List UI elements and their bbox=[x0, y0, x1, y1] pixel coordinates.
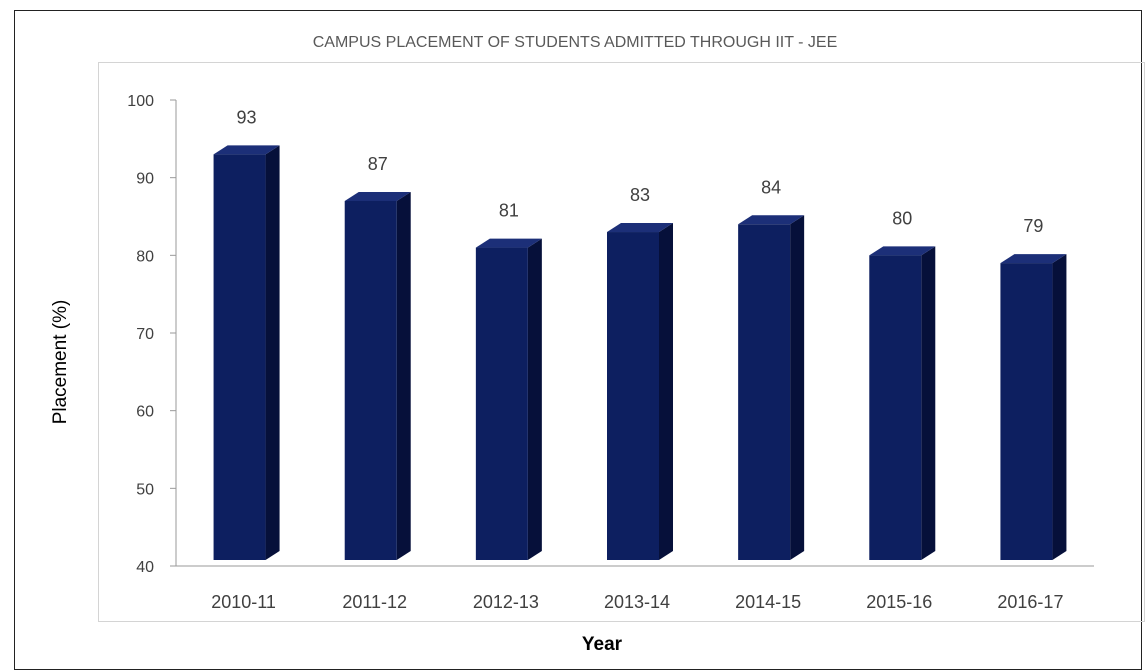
bar-top bbox=[475, 238, 542, 248]
bar bbox=[213, 145, 280, 560]
bar-side bbox=[265, 145, 280, 560]
labels: 93 2010-11 87 2011-12 81 2012-13 83 2013-14 84 20… bbox=[211, 107, 1063, 612]
y-tick-label: 50 bbox=[136, 481, 154, 498]
bar bbox=[344, 191, 411, 560]
x-tick-label: 2014-15 bbox=[735, 592, 801, 612]
data-label: 80 bbox=[892, 208, 912, 228]
data-label: 81 bbox=[499, 201, 519, 221]
x-tick-label: 2013-14 bbox=[604, 592, 670, 612]
bar bbox=[475, 238, 542, 561]
bar bbox=[869, 246, 936, 561]
y-axis-title: Placement (%) bbox=[50, 300, 71, 425]
data-label: 83 bbox=[630, 185, 650, 205]
y-tick-label: 60 bbox=[136, 404, 154, 421]
bar-front bbox=[475, 247, 528, 561]
bar-side bbox=[790, 215, 805, 560]
bar-side bbox=[527, 238, 542, 561]
data-label: 93 bbox=[237, 107, 257, 127]
bar-top bbox=[213, 145, 280, 155]
bar-side bbox=[396, 191, 411, 560]
plot-panel bbox=[98, 62, 1145, 622]
bar-side bbox=[1052, 254, 1067, 560]
y-tick-label: 40 bbox=[136, 559, 154, 576]
data-label: 84 bbox=[761, 177, 781, 197]
bar-top bbox=[738, 215, 805, 225]
bar-front bbox=[213, 154, 266, 560]
x-tick-label: 2011-12 bbox=[342, 592, 407, 612]
x-tick-label: 2015-16 bbox=[866, 592, 932, 612]
bar-top bbox=[344, 191, 411, 201]
y-tick-label: 70 bbox=[136, 326, 154, 343]
bar-top bbox=[1000, 254, 1067, 264]
bar bbox=[738, 215, 805, 560]
y-tick-label: 80 bbox=[136, 248, 154, 265]
y-tick-label: 90 bbox=[136, 171, 154, 188]
data-label: 87 bbox=[368, 154, 388, 174]
x-tick-label: 2012-13 bbox=[473, 592, 539, 612]
bar-side bbox=[659, 223, 673, 561]
bar-top bbox=[607, 223, 673, 233]
bar bbox=[1000, 254, 1067, 560]
bars bbox=[213, 145, 1067, 561]
bar-front bbox=[869, 255, 922, 561]
x-tick-label: 2016-17 bbox=[997, 592, 1063, 612]
x-tick-label: 2010-11 bbox=[211, 592, 276, 612]
bar-front bbox=[344, 200, 397, 560]
x-axis-title: Year bbox=[582, 634, 623, 652]
y-tick-label: 100 bbox=[127, 93, 154, 110]
axes: 40 50 60 70 80 90 100 bbox=[127, 93, 1094, 576]
chart-title: CAMPUS PLACEMENT OF STUDENTS ADMITTED TH… bbox=[313, 34, 838, 51]
bar bbox=[607, 223, 673, 561]
bar-front bbox=[607, 232, 659, 561]
bar-front bbox=[1000, 263, 1053, 560]
bar-side bbox=[921, 246, 936, 561]
bar-front bbox=[738, 224, 791, 560]
chart: CAMPUS PLACEMENT OF STUDENTS ADMITTED TH… bbox=[50, 34, 1094, 652]
bar-top bbox=[869, 246, 936, 256]
data-label: 79 bbox=[1023, 216, 1043, 236]
